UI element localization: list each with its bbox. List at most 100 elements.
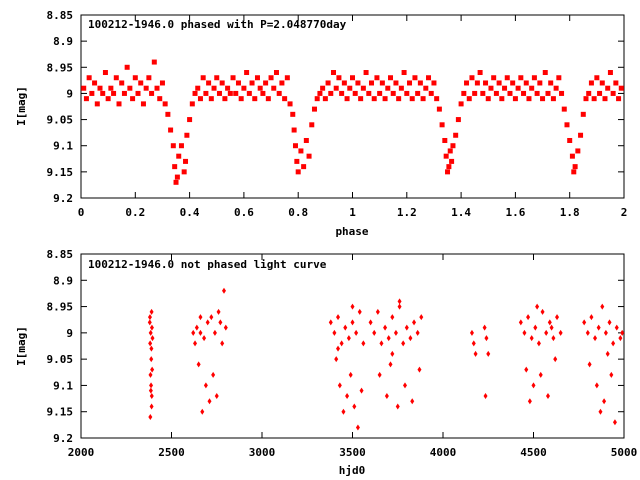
data-point: [178, 143, 184, 149]
data-point: [205, 319, 210, 326]
data-point: [154, 85, 160, 91]
y-tick-label: 9.1: [53, 379, 73, 392]
data-point: [375, 308, 380, 315]
data-point: [431, 80, 437, 86]
data-point: [453, 132, 459, 138]
y-tick-label: 9.15: [47, 166, 74, 179]
data-point: [350, 319, 355, 326]
data-point: [442, 137, 448, 143]
y-tick-label: 9.1: [53, 140, 73, 153]
data-point: [559, 90, 565, 96]
data-point: [165, 111, 171, 117]
x-tick-label: 2000: [68, 446, 95, 459]
data-point: [328, 319, 333, 326]
data-point: [187, 117, 193, 123]
data-point: [223, 324, 228, 331]
data-point: [211, 371, 216, 378]
data-point: [369, 80, 375, 86]
data-point: [588, 80, 594, 86]
data-point: [455, 117, 461, 123]
data-point: [121, 90, 127, 96]
data-point: [449, 158, 455, 164]
data-point: [417, 366, 422, 373]
x-tick-label: 0: [78, 206, 85, 219]
data-point: [105, 96, 111, 102]
data-point: [549, 324, 554, 331]
data-point: [417, 80, 423, 86]
data-point: [390, 90, 396, 96]
data-point: [469, 329, 474, 336]
data-point: [94, 101, 100, 107]
data-point: [214, 75, 220, 81]
data-point: [127, 85, 133, 91]
data-point: [148, 329, 153, 336]
data-point: [173, 179, 179, 185]
data-point: [357, 308, 362, 315]
data-point: [149, 356, 154, 363]
data-point: [553, 85, 559, 91]
data-point: [102, 70, 108, 76]
data-point: [254, 75, 260, 81]
data-point: [471, 340, 476, 347]
data-point: [284, 75, 290, 81]
data-point: [412, 75, 418, 81]
data-point: [597, 90, 603, 96]
data-point: [464, 80, 470, 86]
data-point: [172, 164, 178, 170]
data-point: [458, 101, 464, 107]
data-point: [578, 132, 584, 138]
data-point: [602, 96, 608, 102]
data-point: [81, 85, 87, 91]
data-point: [325, 80, 331, 86]
data-point: [450, 143, 456, 149]
data-point: [176, 153, 182, 159]
data-point: [197, 96, 203, 102]
data-point: [545, 90, 551, 96]
data-point: [598, 408, 603, 415]
data-point: [108, 85, 114, 91]
data-point: [92, 80, 98, 86]
data-point: [412, 319, 417, 326]
data-point: [521, 90, 527, 96]
data-point: [482, 324, 487, 331]
data-point: [605, 350, 610, 357]
data-point: [238, 96, 244, 102]
data-point: [536, 340, 541, 347]
data-point: [531, 382, 536, 389]
data-point: [124, 64, 130, 70]
data-point: [385, 85, 391, 91]
data-point: [352, 403, 357, 410]
data-point: [309, 122, 315, 128]
data-point: [587, 361, 592, 368]
data-point: [355, 80, 361, 86]
data-point: [384, 392, 389, 399]
data-point: [583, 96, 589, 102]
data-point: [271, 85, 277, 91]
data-point: [298, 148, 304, 154]
data-point: [572, 164, 578, 170]
data-point: [198, 314, 203, 321]
data-point: [147, 319, 152, 326]
data-point: [524, 366, 529, 373]
data-point: [567, 137, 573, 143]
unphased-light-curve-panel: 8.85 8.9 8.95 9 9.05 9.1 9.15 9.2 2000 2500 3000 3…: [15, 248, 637, 477]
data-point: [336, 345, 341, 352]
data-point: [499, 96, 505, 102]
data-point: [184, 132, 190, 138]
data-point: [83, 96, 89, 102]
data-point: [216, 308, 221, 315]
data-point: [221, 287, 226, 294]
data-point: [291, 127, 297, 133]
data-point: [268, 75, 274, 81]
data-point: [350, 303, 355, 310]
y-tick-label: 9.05: [47, 353, 74, 366]
data-point: [596, 324, 601, 331]
data-point: [301, 164, 307, 170]
data-point: [512, 96, 518, 102]
data-point: [148, 371, 153, 378]
x-tick-label: 1.6: [505, 206, 525, 219]
data-point: [550, 96, 556, 102]
x-tick-label: 1.2: [397, 206, 417, 219]
data-point: [330, 70, 336, 76]
data-point: [446, 164, 452, 170]
